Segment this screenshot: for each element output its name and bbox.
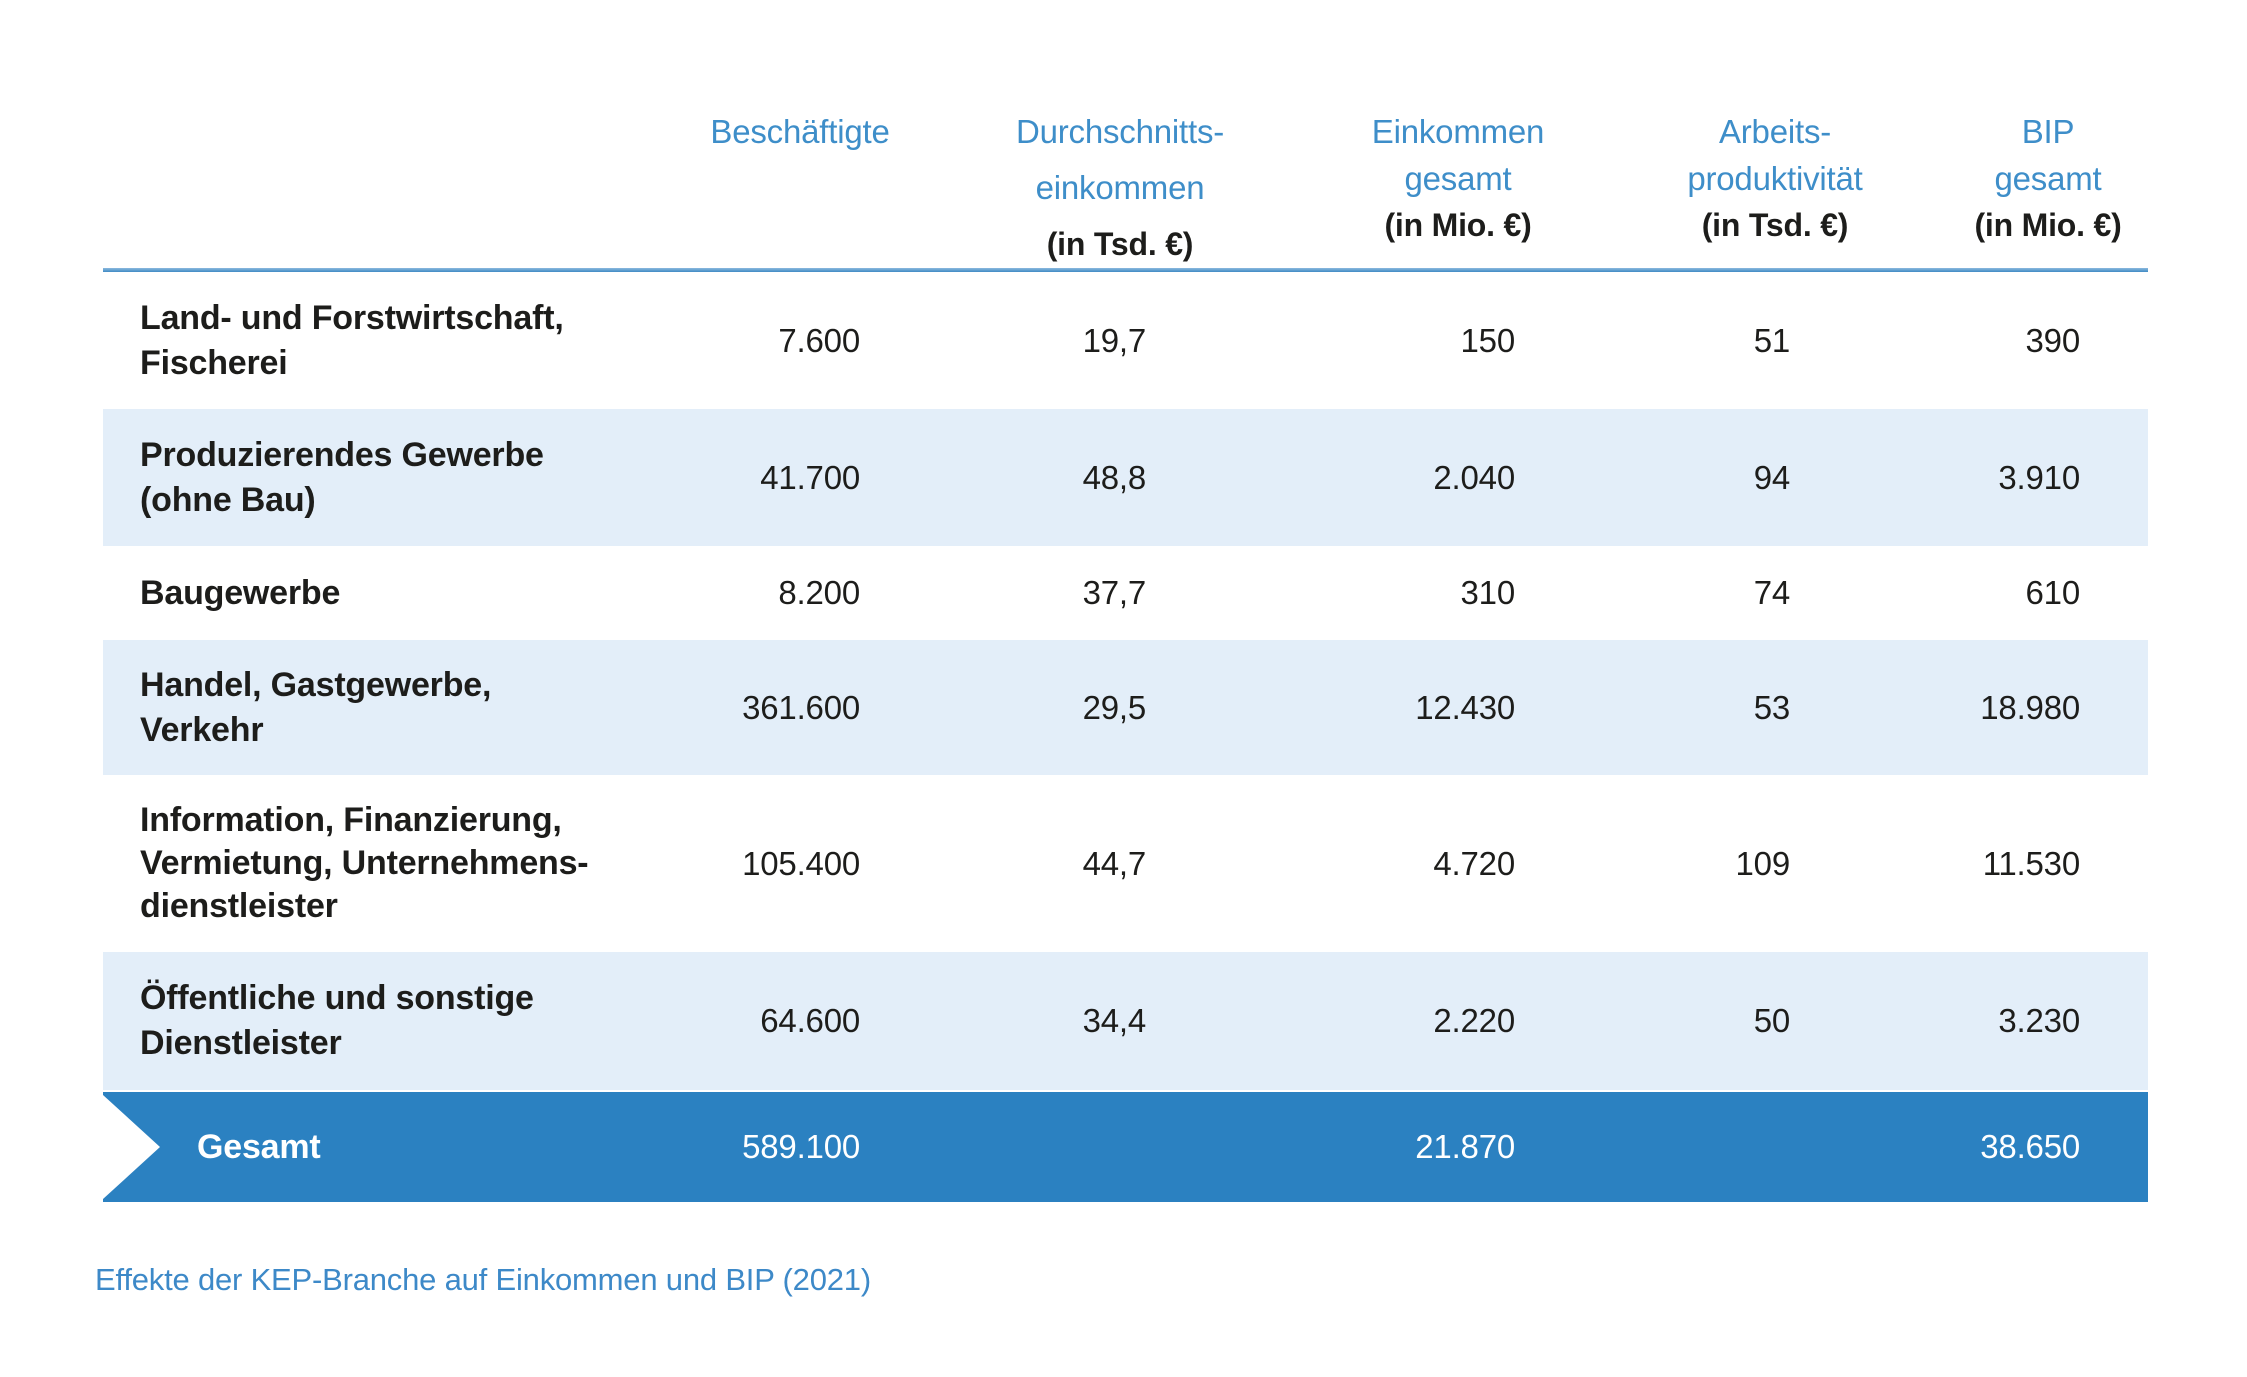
table-row: Land- und Forstwirtschaft, Fischerei 7.6… bbox=[103, 272, 2148, 409]
table-cell: 41.700 bbox=[760, 458, 860, 496]
table-caption: Effekte der KEP-Branche auf Einkommen un… bbox=[95, 1262, 871, 1297]
table-cell: 94 bbox=[1753, 458, 1791, 496]
column-header-line: Arbeits- bbox=[1718, 113, 1832, 150]
column-header-line: gesamt bbox=[1404, 160, 1512, 197]
column-header-arbeitsproduktivitaet: Arbeits- produktivität (in Tsd. €) bbox=[1625, 108, 1925, 249]
table-cell: 2.220 bbox=[1433, 1002, 1515, 1039]
row-label-line: Baugewerbe bbox=[140, 573, 341, 612]
table-cell: 310 bbox=[1460, 574, 1516, 611]
total-row-label: Gesamt bbox=[197, 1127, 321, 1166]
table-cell: 3.230 bbox=[1998, 1002, 2080, 1039]
column-header-line: produktivität bbox=[1687, 160, 1863, 197]
table-cell: 11.530 bbox=[1982, 844, 2080, 882]
table-cell: 8.200 bbox=[778, 574, 860, 611]
table-row: Handel, Gastgewerbe, Verkehr 361.600 29,… bbox=[103, 640, 2148, 775]
row-label-line: Öffentliche und sonstige bbox=[140, 979, 534, 1017]
table-cell: 7.600 bbox=[778, 321, 860, 359]
row-label: Öffentliche und sonstige Dienstleister bbox=[103, 976, 620, 1066]
table-cell: 74 bbox=[1753, 574, 1791, 611]
row-label-line: Land- und Forstwirtschaft, bbox=[140, 298, 564, 337]
table-cell: 361.600 bbox=[742, 688, 860, 726]
row-label-line: (ohne Bau) bbox=[140, 480, 316, 519]
row-label: Produzierendes Gewerbe (ohne Bau) bbox=[103, 433, 620, 523]
table-row: Öffentliche und sonstige Dienstleister 6… bbox=[103, 952, 2148, 1090]
table-cell: 48,8 bbox=[1082, 458, 1147, 496]
table-row: Baugewerbe 8.200 37,7 310 74 610 bbox=[103, 546, 2148, 640]
table-cell: 37,7 bbox=[1082, 574, 1147, 611]
table-cell: 18.980 bbox=[1980, 688, 2080, 726]
table-cell: 51 bbox=[1753, 321, 1791, 359]
table-cell: 64.600 bbox=[760, 1002, 860, 1039]
header-rule bbox=[103, 268, 2148, 272]
table-cell: 390 bbox=[2025, 321, 2081, 359]
column-header-line: BIP bbox=[2021, 113, 2075, 150]
table-cell: 53 bbox=[1753, 688, 1791, 726]
column-header-bip-gesamt: BIP gesamt (in Mio. €) bbox=[1928, 108, 2168, 249]
table-cell: 105.400 bbox=[742, 844, 860, 882]
table-cell: 38.650 bbox=[1980, 1128, 2080, 1165]
row-label-line: Information, Finanzierung, bbox=[140, 801, 562, 839]
row-label-line: Dienstleister bbox=[140, 1024, 342, 1062]
arrow-notch-icon bbox=[103, 1095, 160, 1199]
table-row: Information, Finanzierung, Vermietung, U… bbox=[103, 775, 2148, 952]
column-header-line: gesamt bbox=[1994, 160, 2102, 197]
table-cell: 589.100 bbox=[742, 1128, 860, 1165]
total-row: Gesamt 589.100 21.870 38.650 bbox=[103, 1092, 2148, 1202]
table-cell: 29,5 bbox=[1082, 688, 1147, 726]
row-label-line: Handel, Gastgewerbe, bbox=[140, 665, 492, 704]
table-cell: 12.430 bbox=[1415, 688, 1515, 726]
column-header-beschaeftigte: Beschäftigte bbox=[680, 108, 920, 155]
column-header-durchschnittseinkommen: Durchschnitts- einkommen (in Tsd. €) bbox=[1000, 104, 1240, 272]
column-unit-label: (in Tsd. €) bbox=[1046, 226, 1194, 262]
table-cell: 150 bbox=[1460, 321, 1516, 359]
table-cell: 3.910 bbox=[1998, 458, 2080, 496]
table-cell: 50 bbox=[1753, 1002, 1791, 1039]
column-header-line: Durchschnitts- bbox=[1015, 113, 1225, 150]
row-label-line: dienstleister bbox=[140, 887, 338, 925]
table-cell: 34,4 bbox=[1082, 1002, 1147, 1039]
row-label-line: Fischerei bbox=[140, 343, 288, 382]
column-header-einkommen-gesamt: Einkommen gesamt (in Mio. €) bbox=[1338, 108, 1578, 249]
table-cell: 19,7 bbox=[1082, 321, 1147, 359]
table-cell: 109 bbox=[1735, 844, 1791, 882]
row-label-line: Produzierendes Gewerbe bbox=[140, 435, 544, 474]
row-label-line: Verkehr bbox=[140, 710, 264, 749]
table-cell: 44,7 bbox=[1082, 844, 1147, 882]
table-cell: 4.720 bbox=[1433, 844, 1515, 882]
column-unit-label: (in Mio. €) bbox=[1974, 207, 2122, 243]
column-unit-label: (in Tsd. €) bbox=[1701, 207, 1849, 243]
table-row: Produzierendes Gewerbe (ohne Bau) 41.700… bbox=[103, 409, 2148, 546]
row-label: Handel, Gastgewerbe, Verkehr bbox=[103, 663, 620, 753]
table-cell: 2.040 bbox=[1433, 458, 1515, 496]
row-label-line: Vermietung, Unternehmens- bbox=[140, 844, 589, 882]
table-cell: 21.870 bbox=[1415, 1128, 1515, 1165]
row-label: Land- und Forstwirtschaft, Fischerei bbox=[103, 296, 620, 386]
column-header-line: einkommen bbox=[1035, 169, 1205, 206]
row-label: Information, Finanzierung, Vermietung, U… bbox=[103, 799, 620, 928]
column-header-line: Einkommen bbox=[1371, 113, 1545, 150]
column-unit-label: (in Mio. €) bbox=[1384, 207, 1532, 243]
table-cell: 610 bbox=[2025, 574, 2081, 611]
row-label: Baugewerbe bbox=[103, 571, 620, 616]
column-header-line: Beschäftigte bbox=[710, 113, 890, 150]
